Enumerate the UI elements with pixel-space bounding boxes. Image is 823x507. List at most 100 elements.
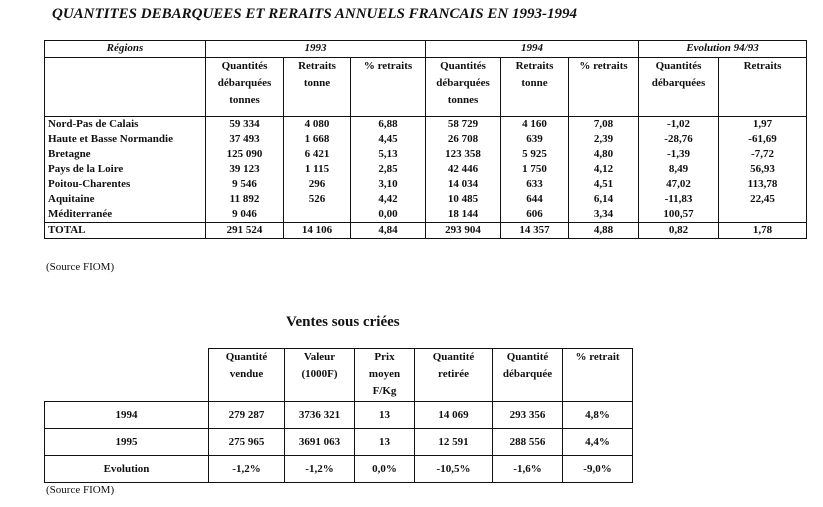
value-cell	[283, 207, 351, 223]
data-row: Aquitaine 11 892 526 4,42 10 485 644 6,14 -11,8…	[44, 192, 807, 207]
data-row: 1995 275 965 3691 063 13 12 591 288 556 4,4%	[44, 428, 633, 456]
value-cell: -1,39	[638, 147, 719, 162]
group-header: 1993	[205, 40, 426, 58]
value-cell: 4 080	[283, 116, 351, 132]
value-cell: 37 493	[205, 132, 284, 147]
total-row: TOTAL 291 524 14 106 4,84 293 904 14 357 4,88 0…	[44, 222, 807, 239]
value-cell	[718, 207, 807, 223]
region-cell: Nord-Pas de Calais	[44, 116, 206, 132]
value-cell: 58 729	[425, 116, 501, 132]
value-cell: 1,97	[718, 116, 807, 132]
value-cell: -1,6%	[492, 455, 563, 483]
value-cell: 1 115	[283, 162, 351, 177]
region-cell: Méditerranée	[44, 207, 206, 223]
region-cell: Poitou-Charentes	[44, 177, 206, 192]
value-cell: 47,02	[638, 177, 719, 192]
value-cell: 291 524	[205, 222, 284, 239]
value-cell: 293 904	[425, 222, 501, 239]
value-cell: -1,2%	[208, 455, 285, 483]
group-header: Evolution 94/93	[638, 40, 807, 58]
sub-header: Retraits tonne	[283, 57, 351, 117]
data-row: Nord-Pas de Calais 59 334 4 080 6,88 58 729 4…	[44, 116, 807, 132]
total-label: TOTAL	[44, 222, 206, 239]
value-cell: 100,57	[638, 207, 719, 223]
row-label: 1994	[44, 401, 209, 429]
group-header: 1994	[425, 40, 639, 58]
value-cell: 3691 063	[284, 428, 355, 456]
value-cell: 39 123	[205, 162, 284, 177]
value-cell: 293 356	[492, 401, 563, 429]
data-row: Méditerranée 9 046 0,00 18 144 606 3,34 100,57	[44, 207, 807, 223]
value-cell: -11,83	[638, 192, 719, 207]
value-cell: 3,34	[568, 207, 639, 223]
value-cell: -28,76	[638, 132, 719, 147]
value-cell: 639	[500, 132, 569, 147]
value-cell: -1,2%	[284, 455, 355, 483]
value-cell: 4,84	[350, 222, 426, 239]
value-cell: 14 357	[500, 222, 569, 239]
value-cell: 1 750	[500, 162, 569, 177]
value-cell: 1,78	[718, 222, 807, 239]
value-cell: 113,78	[718, 177, 807, 192]
value-cell: 0,0%	[354, 455, 415, 483]
header-row: Quantité vendue Valeur (1000F) Prix moyen …	[44, 348, 633, 402]
value-cell: 526	[283, 192, 351, 207]
column-header: Quantité débarquée	[492, 348, 563, 402]
value-cell: -10,5%	[414, 455, 493, 483]
data-row: Pays de la Loire 39 123 1 115 2,85 42 446 1 7…	[44, 162, 807, 177]
sub-header: Retraits	[718, 57, 807, 117]
sub-header: % retraits	[350, 57, 426, 117]
row-label: 1995	[44, 428, 209, 456]
value-cell: 11 892	[205, 192, 284, 207]
value-cell: 4,4%	[562, 428, 633, 456]
value-cell: 296	[283, 177, 351, 192]
column-header: Prix moyen F/Kg	[354, 348, 415, 402]
value-cell: 4,12	[568, 162, 639, 177]
sub-header: Retraits tonne	[500, 57, 569, 117]
sub-header: Quantités débarquées	[638, 57, 719, 117]
value-cell: 14 069	[414, 401, 493, 429]
value-cell: 2,85	[350, 162, 426, 177]
column-header: % retrait	[562, 348, 633, 402]
table-title: Ventes sous criées	[286, 314, 400, 330]
value-cell: 14 106	[283, 222, 351, 239]
title: QUANTITES DEBARQUEES ET RERAITS ANNUELS …	[52, 6, 577, 22]
value-cell: -61,69	[718, 132, 807, 147]
value-cell: 4 160	[500, 116, 569, 132]
value-cell: 275 965	[208, 428, 285, 456]
value-cell: 13	[354, 428, 415, 456]
value-cell: 279 287	[208, 401, 285, 429]
column-header: Quantité retirée	[414, 348, 493, 402]
value-cell: 4,51	[568, 177, 639, 192]
value-cell: 606	[500, 207, 569, 223]
source-note: (Source FIOM)	[46, 484, 115, 496]
value-cell: 9 546	[205, 177, 284, 192]
value-cell: 12 591	[414, 428, 493, 456]
data-row: Poitou-Charentes 9 546 296 3,10 14 034 633 4,5…	[44, 177, 807, 192]
value-cell: 125 090	[205, 147, 284, 162]
value-cell: 8,49	[638, 162, 719, 177]
source-note: (Source FIOM)	[46, 261, 115, 273]
group-header: Régions	[44, 40, 206, 58]
data-row: Bretagne 125 090 6 421 5,13 123 358 5 925 4,80…	[44, 147, 807, 162]
value-cell: 22,45	[718, 192, 807, 207]
column-header: Quantité vendue	[208, 348, 285, 402]
value-cell: 3736 321	[284, 401, 355, 429]
value-cell: 633	[500, 177, 569, 192]
value-cell: 0,82	[638, 222, 719, 239]
value-cell: 5 925	[500, 147, 569, 162]
header-row: Quantités débarquées tonnes Retraits tonn…	[44, 57, 807, 117]
value-cell: -7,72	[718, 147, 807, 162]
data-row: Evolution -1,2% -1,2% 0,0% -10,5% -1,6% -9,0%	[44, 455, 633, 483]
value-cell: 14 034	[425, 177, 501, 192]
value-cell: 7,08	[568, 116, 639, 132]
value-cell: 9 046	[205, 207, 284, 223]
value-cell: 42 446	[425, 162, 501, 177]
header-row: Régions 1993 1994 Evolution 94/93	[44, 40, 807, 58]
value-cell: 4,80	[568, 147, 639, 162]
data-row: Haute et Basse Normandie 37 493 1 668 4,45 2…	[44, 132, 807, 147]
value-cell: 2,39	[568, 132, 639, 147]
landings-table: Régions 1993 1994 Evolution 94/93 Quantités …	[44, 40, 807, 239]
column-header: Valeur (1000F)	[284, 348, 355, 402]
region-cell: Pays de la Loire	[44, 162, 206, 177]
